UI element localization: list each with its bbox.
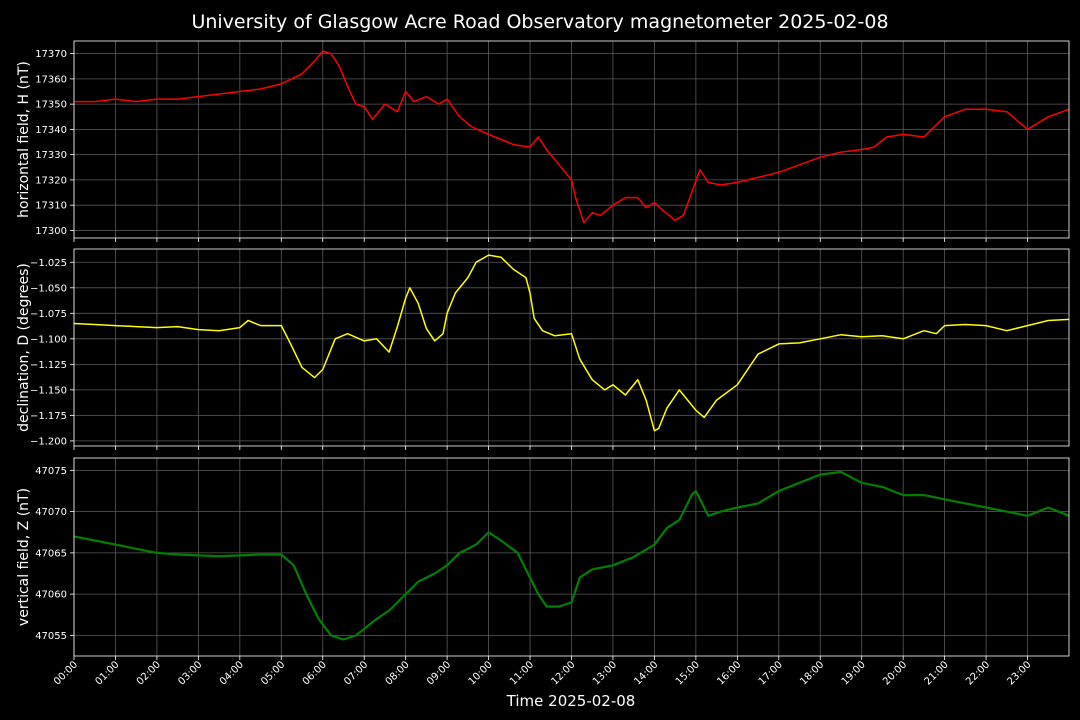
horizontal-field-line xyxy=(74,50,1070,224)
declination-axes-frame xyxy=(73,248,1070,447)
horizontal-field-axes-frame xyxy=(73,40,1070,239)
y-tick-label: −1.125 xyxy=(30,360,67,371)
y-tick-label: 17310 xyxy=(35,201,67,212)
vertical-field-axes-frame xyxy=(73,457,1070,657)
y-tick-label: 47055 xyxy=(35,631,67,642)
y-tick-label: 47075 xyxy=(35,466,67,477)
y-tick-label: −1.150 xyxy=(30,385,67,396)
y-tick-label: 17360 xyxy=(35,74,67,85)
y-tick-label: 17330 xyxy=(35,150,67,161)
y-tick-label: 17340 xyxy=(35,125,67,136)
declination-y-label: declination, D (degrees) xyxy=(16,263,32,432)
y-tick-label: 17350 xyxy=(35,100,67,111)
y-tick-label: −1.025 xyxy=(30,258,67,269)
y-tick-label: 47070 xyxy=(35,507,67,518)
horizontal-field-panel: 17300 17310 17320 17330 17340 17350 17360 17370… xyxy=(16,40,1070,242)
declination-line xyxy=(73,254,1070,432)
y-tick-label: −1.175 xyxy=(30,411,67,422)
horizontal-field-y-label: horizontal field, H (nT) xyxy=(16,61,32,218)
vertical-field-line xyxy=(73,470,1070,641)
x-axis-label: Time 2025-02-08 xyxy=(506,692,636,710)
y-tick-label: −1.075 xyxy=(30,309,67,320)
y-tick-label: 17300 xyxy=(35,226,67,237)
vertical-field-y-label: vertical field, Z (nT) xyxy=(16,488,32,626)
y-tick-label: −1.200 xyxy=(30,436,67,447)
y-tick-label: 17370 xyxy=(35,49,67,60)
y-tick-label: 47060 xyxy=(35,590,67,601)
y-tick-label: 17320 xyxy=(35,175,67,186)
y-tick-label: −1.050 xyxy=(30,283,67,294)
figure-title: University of Glasgow Acre Road Observat… xyxy=(191,11,888,33)
y-tick-label: −1.100 xyxy=(30,334,67,345)
declination-panel: −1.200 −1.175 −1.150 −1.125 −1.100 −1.075 −1.0… xyxy=(16,248,1070,450)
y-tick-label: 47065 xyxy=(35,548,67,559)
